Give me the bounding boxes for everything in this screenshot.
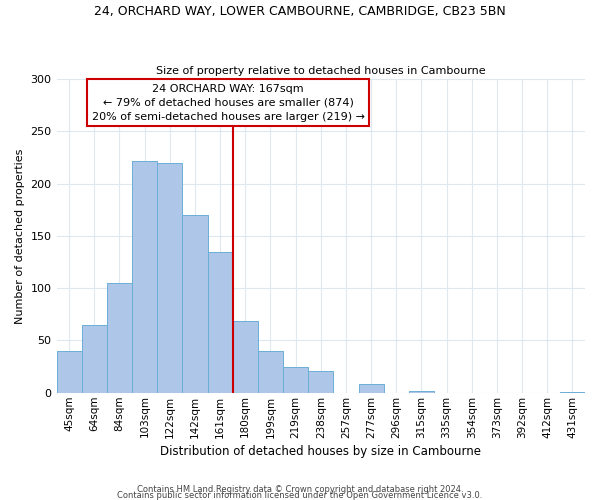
Y-axis label: Number of detached properties: Number of detached properties	[15, 148, 25, 324]
Bar	[157, 162, 182, 392]
Bar	[359, 384, 383, 392]
Bar	[107, 283, 132, 393]
Text: 24, ORCHARD WAY, LOWER CAMBOURNE, CAMBRIDGE, CB23 5BN: 24, ORCHARD WAY, LOWER CAMBOURNE, CAMBRI…	[94, 5, 506, 18]
Text: Contains public sector information licensed under the Open Government Licence v3: Contains public sector information licen…	[118, 490, 482, 500]
Bar	[182, 215, 208, 392]
Bar	[233, 320, 258, 392]
Bar	[308, 370, 334, 392]
Bar	[258, 351, 283, 393]
Bar	[56, 351, 82, 393]
Bar	[283, 366, 308, 392]
Text: 24 ORCHARD WAY: 167sqm
← 79% of detached houses are smaller (874)
20% of semi-de: 24 ORCHARD WAY: 167sqm ← 79% of detached…	[92, 84, 365, 122]
X-axis label: Distribution of detached houses by size in Cambourne: Distribution of detached houses by size …	[160, 444, 481, 458]
Title: Size of property relative to detached houses in Cambourne: Size of property relative to detached ho…	[156, 66, 485, 76]
Bar	[409, 390, 434, 392]
Bar	[132, 160, 157, 392]
Bar	[82, 324, 107, 392]
Text: Contains HM Land Registry data © Crown copyright and database right 2024.: Contains HM Land Registry data © Crown c…	[137, 484, 463, 494]
Bar	[208, 252, 233, 392]
